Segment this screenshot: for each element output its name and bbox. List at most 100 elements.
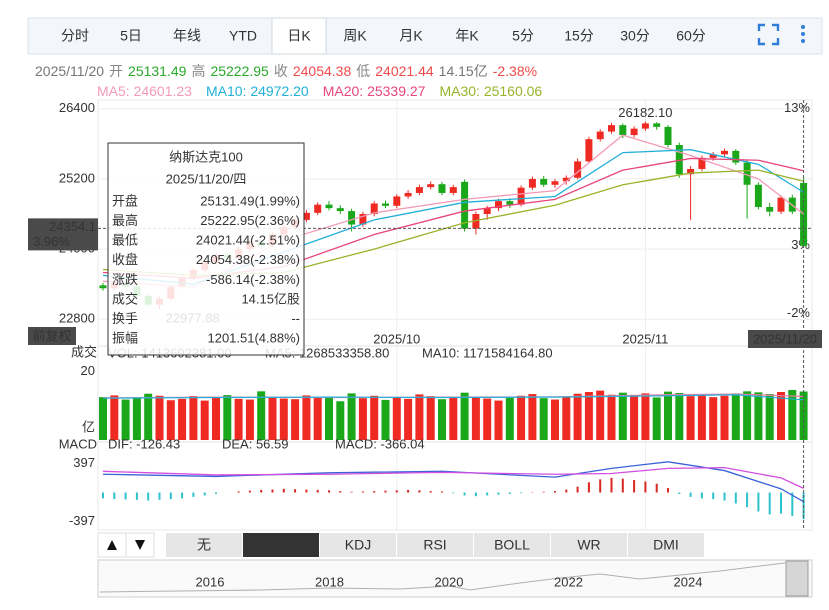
volume-bar [336,401,345,440]
indicator-tab[interactable]: 无 [197,537,211,553]
macd-legend: DIF: -126.43 [108,436,180,451]
indicator-tab-bg[interactable] [474,533,550,557]
candle-body [653,123,661,127]
tooltip-label: 涨跌 [112,272,138,287]
fullscreen-icon[interactable] [757,23,780,46]
info-line: 2025/11/20 开 25131.49 高 25222.95 收 24054.38 低 24… [35,63,537,79]
indicator-tab[interactable]: RSI [423,537,446,553]
tab[interactable]: 年K [455,28,479,44]
volume-bar [358,398,367,440]
tab[interactable]: 月K [399,28,423,44]
crosshair-pct: 3.96% [33,234,70,249]
indicator-tab[interactable]: MACD [260,537,301,553]
tab[interactable]: 5分 [512,28,534,44]
candle-body [404,192,412,197]
volume-bar [121,399,130,440]
info-item: 开 [109,63,123,79]
tab[interactable]: 分时 [61,28,89,44]
crosshair-price: 24354.1 [49,219,96,234]
max-label: 26182.10 [618,105,672,120]
indicator-tab[interactable]: DMI [653,537,679,553]
indicator-tab[interactable]: KDJ [345,537,371,553]
macd-legend: MACD: -366.04 [335,436,425,451]
indicator-tab-bg[interactable] [243,533,319,557]
tooltip-label: 最高 [112,213,138,228]
tooltip-value: 24054.38(-2.38%) [196,252,300,267]
volume-bar [551,399,559,440]
volume-bar [392,397,401,440]
indicator-tab[interactable]: BOLL [494,537,530,553]
navigator-handle[interactable] [785,560,809,597]
more-icon[interactable] [801,25,805,43]
tooltip-label: 换手 [112,311,138,326]
volume-bar [641,393,650,440]
ma-legend-item: MA30: 25160.06 [439,83,542,99]
candle-body [619,125,627,136]
candle-body [698,157,706,169]
tab[interactable]: 日K [287,28,311,44]
indicator-tab-bg[interactable] [166,533,242,557]
volume-bar [743,391,752,440]
ma-legend: MA5: 24601.23 MA10: 24972.20 MA20: 25339.2… [97,83,542,99]
volume-bar [652,397,661,440]
volume-bar [528,394,537,440]
navigator-year: 2016 [196,574,225,589]
ma-legend-item: MA20: 25339.27 [323,83,426,99]
candle-body [302,212,310,220]
tab[interactable]: 周K [343,28,367,44]
adjust-label[interactable]: 前复权 [32,328,71,343]
navigator-year: 2020 [435,574,464,589]
volume-bar [325,396,333,440]
info-item: 24054.38 [293,63,352,79]
tab[interactable]: 60分 [676,28,706,44]
tooltip-label: 开盘 [112,193,138,208]
navigator-year: 2022 [554,574,583,589]
navigator-year: 2024 [674,574,703,589]
volume-bar [596,390,605,440]
candle-body [574,161,582,178]
indicator-tab-bg[interactable] [628,533,704,557]
volume-bar [223,395,232,440]
volume-legend: MA10: 1171584164.80 [422,345,553,360]
crosshair-label-box [28,218,98,251]
candle-body [325,204,333,209]
tab[interactable]: 30分 [620,28,650,44]
volume-bar [404,398,413,440]
info-item: 25131.49 [128,63,187,79]
volume-bar [664,391,672,440]
candle-body [562,177,570,182]
volume-bar [449,397,458,440]
tab[interactable]: 5日 [120,28,142,44]
info-item: 2025/11/20 [35,63,104,79]
panel-title: 成交 [71,344,97,359]
volume-bar [618,392,627,440]
candle-body [630,128,638,136]
adjust-box[interactable] [28,327,76,345]
indicator-tab-bg[interactable] [397,533,473,557]
candle-body [551,181,559,185]
active-tab [271,17,327,55]
indicator-tab-bg[interactable] [551,533,627,557]
volume-bar [200,400,209,440]
candle-body [777,197,785,212]
indicator-tab-bg[interactable] [320,533,396,557]
volume-bar [426,396,435,440]
indicator-tab[interactable]: WR [577,537,600,553]
tooltip-value: 14.15亿股 [241,291,300,306]
tab[interactable]: 15分 [564,28,594,44]
tab[interactable]: YTD [229,28,257,44]
volume-bar [178,398,187,440]
tab[interactable]: 年线 [173,28,201,44]
volume-bar [347,393,356,440]
ma-legend-item: MA10: 24972.20 [206,83,309,99]
volume-bar [245,399,254,440]
volume-bar [257,391,266,440]
candle-body [675,145,683,175]
candle-body [709,154,717,158]
volume-bar [584,392,593,440]
navigator-line [99,562,786,593]
candle-body [348,211,356,225]
volume-bar [788,389,797,440]
volume-bar [132,398,141,440]
tooltip-value: 25131.49(1.99%) [200,193,300,208]
